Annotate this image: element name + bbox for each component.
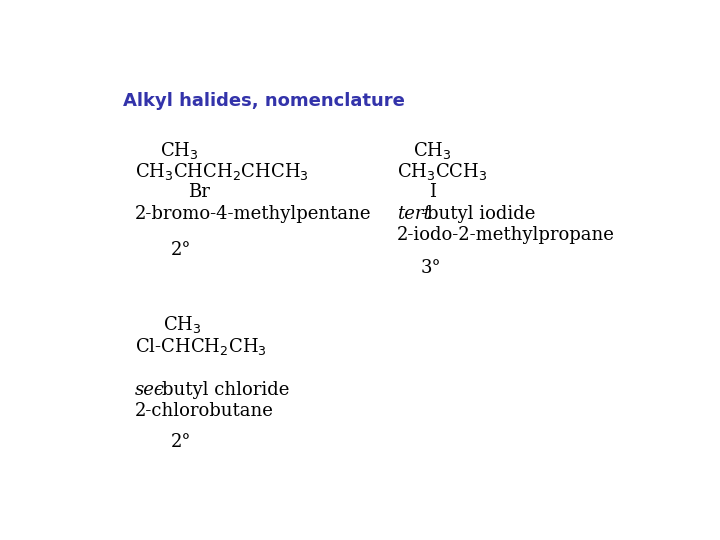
Text: 2-chlorobutane: 2-chlorobutane bbox=[135, 402, 274, 421]
Text: CH$_3$CCH$_3$: CH$_3$CCH$_3$ bbox=[397, 161, 487, 183]
Text: CH$_3$: CH$_3$ bbox=[413, 140, 451, 160]
Text: Cl-CHCH$_2$CH$_3$: Cl-CHCH$_2$CH$_3$ bbox=[135, 336, 266, 357]
Text: 2°: 2° bbox=[171, 241, 192, 259]
Text: 3°: 3° bbox=[420, 259, 441, 276]
Text: CH$_3$: CH$_3$ bbox=[160, 140, 198, 160]
Text: 2°: 2° bbox=[171, 433, 192, 451]
Text: -butyl iodide: -butyl iodide bbox=[421, 205, 535, 222]
Text: 2-iodo-2-methylpropane: 2-iodo-2-methylpropane bbox=[397, 226, 615, 244]
Text: sec: sec bbox=[135, 381, 165, 399]
Text: CH$_3$CHCH$_2$CHCH$_3$: CH$_3$CHCH$_2$CHCH$_3$ bbox=[135, 161, 308, 183]
Text: I: I bbox=[429, 183, 436, 201]
Text: Alkyl halides, nomenclature: Alkyl halides, nomenclature bbox=[124, 92, 405, 110]
Text: tert: tert bbox=[397, 205, 431, 222]
Text: 2-bromo-4-methylpentane: 2-bromo-4-methylpentane bbox=[135, 205, 371, 222]
Text: CH$_3$: CH$_3$ bbox=[163, 314, 201, 335]
Text: -butyl chloride: -butyl chloride bbox=[156, 381, 289, 399]
Text: Br: Br bbox=[188, 183, 210, 201]
